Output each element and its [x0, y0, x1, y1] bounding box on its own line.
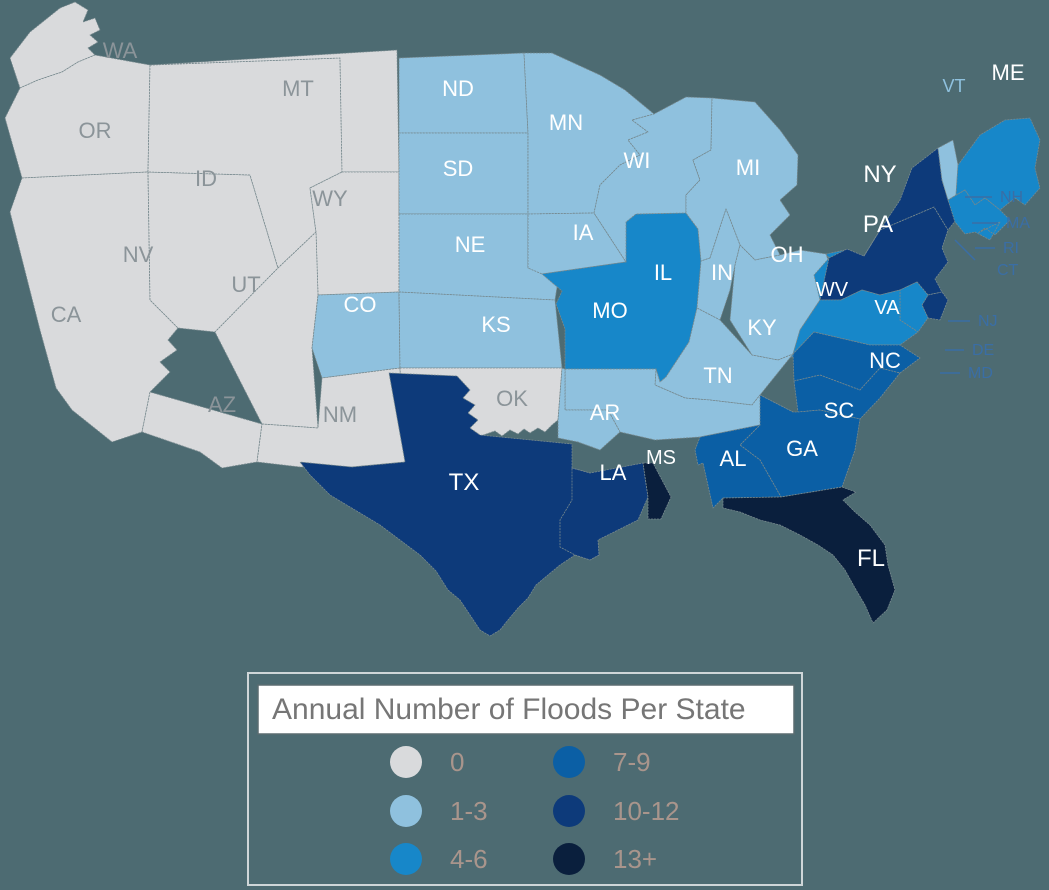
svg-text:OK: OK	[496, 386, 528, 411]
svg-text:CA: CA	[51, 302, 82, 327]
svg-text:FL: FL	[857, 545, 885, 572]
svg-text:Annual Number of Floods Per St: Annual Number of Floods Per State	[272, 693, 746, 726]
svg-text:NC: NC	[869, 348, 901, 373]
svg-text:NM: NM	[323, 402, 357, 427]
svg-text:DE: DE	[972, 342, 994, 359]
svg-text:TN: TN	[703, 363, 732, 388]
svg-text:VA: VA	[874, 297, 900, 319]
svg-text:IL: IL	[654, 260, 672, 285]
svg-text:CT: CT	[997, 262, 1019, 279]
svg-text:AZ: AZ	[208, 392, 236, 417]
svg-text:NY: NY	[863, 161, 896, 188]
svg-text:TX: TX	[449, 469, 480, 496]
svg-text:ID: ID	[195, 166, 217, 191]
svg-text:WY: WY	[312, 186, 348, 211]
svg-text:4-6: 4-6	[450, 844, 488, 874]
svg-text:OH: OH	[771, 242, 804, 267]
svg-text:WA: WA	[103, 38, 138, 63]
svg-text:MN: MN	[549, 110, 583, 135]
svg-text:MI: MI	[736, 155, 760, 180]
svg-text:OR: OR	[79, 118, 112, 143]
svg-text:GA: GA	[786, 436, 818, 461]
svg-text:MA: MA	[1006, 215, 1030, 232]
svg-text:WV: WV	[816, 279, 849, 301]
svg-text:NJ: NJ	[978, 313, 998, 330]
svg-text:CO: CO	[344, 292, 377, 317]
svg-text:AR: AR	[590, 400, 621, 425]
svg-text:IN: IN	[711, 260, 733, 285]
svg-text:ND: ND	[442, 76, 474, 101]
svg-text:10-12: 10-12	[613, 796, 680, 826]
svg-text:WI: WI	[624, 148, 651, 173]
svg-text:RI: RI	[1003, 240, 1019, 257]
svg-text:IA: IA	[573, 220, 594, 245]
svg-text:MS: MS	[646, 447, 676, 469]
svg-text:SD: SD	[443, 156, 474, 181]
svg-text:MO: MO	[592, 298, 627, 323]
svg-text:PA: PA	[863, 211, 893, 238]
svg-text:UT: UT	[231, 272, 260, 297]
svg-text:VT: VT	[942, 76, 965, 96]
svg-text:MT: MT	[282, 76, 314, 101]
svg-text:0: 0	[450, 747, 464, 777]
svg-text:7-9: 7-9	[613, 747, 651, 777]
svg-text:ME: ME	[992, 60, 1025, 85]
svg-text:SC: SC	[824, 398, 855, 423]
svg-text:KS: KS	[481, 312, 510, 337]
svg-text:LA: LA	[600, 460, 627, 485]
svg-text:1-3: 1-3	[450, 796, 488, 826]
svg-text:NV: NV	[123, 242, 154, 267]
svg-text:NE: NE	[455, 232, 486, 257]
svg-text:13+: 13+	[613, 844, 657, 874]
svg-text:KY: KY	[747, 315, 777, 340]
svg-text:AL: AL	[720, 446, 747, 471]
svg-text:NH: NH	[1000, 189, 1023, 206]
svg-text:MD: MD	[968, 365, 993, 382]
